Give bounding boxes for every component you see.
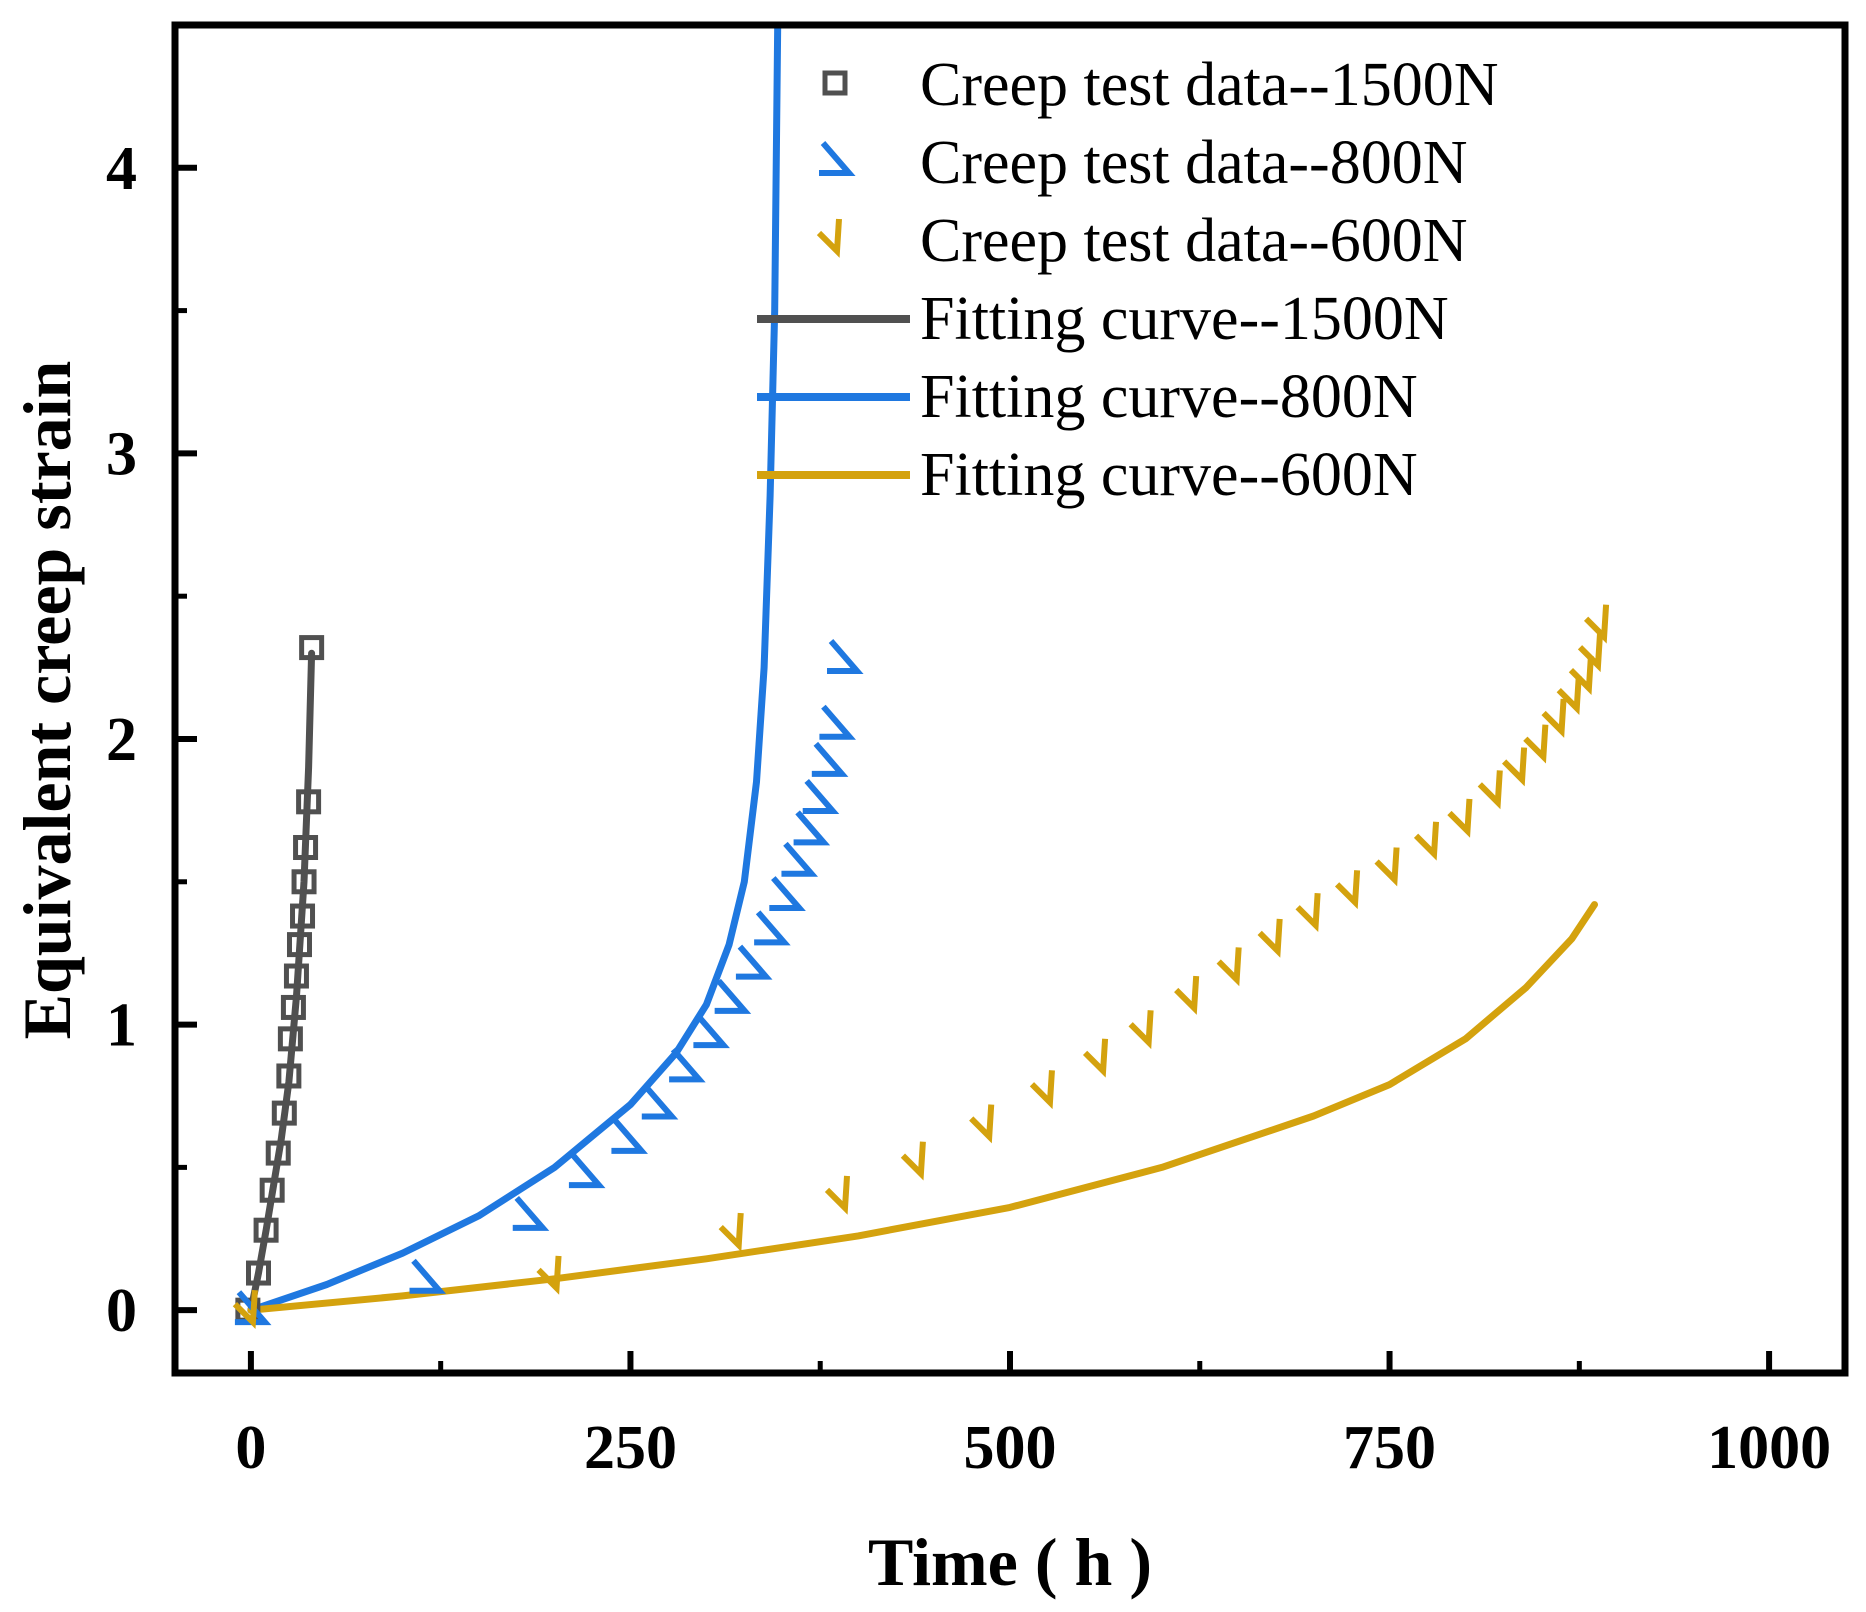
legend-label: Fitting curve--800N [920,363,1418,431]
data-point [827,639,864,675]
legend: Creep test data--1500N Creep test data--8… [757,51,1498,509]
legend-label: Fitting curve--1500N [920,285,1449,353]
y-tick-label: 3 [106,420,137,488]
data-point [299,635,325,661]
legend-label: Creep test data--1500N [920,51,1498,119]
fitting-curve-5 [247,901,1598,1314]
data-point [1501,747,1528,787]
y-tick-label: 2 [106,706,137,774]
legend-entry: Fitting curve--800N [757,363,1418,431]
data-point [793,810,831,846]
data-point [259,1177,285,1203]
data-point [568,1153,606,1189]
legend-label: Creep test data--600N [920,207,1467,275]
test-data-markers [232,604,1610,1329]
legend-marker [819,141,856,176]
data-point [246,1260,271,1286]
legend-entry: Creep test data--800N [819,129,1467,197]
y-axis-title: Equivalent creep strain [9,361,85,1040]
data-point [714,978,752,1014]
x-axis-title: Time ( h ) [868,1524,1152,1600]
data-point [286,932,312,958]
data-point [1257,918,1283,958]
y-tick-label: 4 [106,135,137,203]
data-point [824,1175,850,1215]
data-point [265,1140,291,1166]
data-point [234,1290,272,1326]
data-point [693,1013,730,1049]
data-point [409,1258,447,1294]
x-tick-label: 0 [235,1414,266,1482]
legend-label: Fitting curve--600N [920,441,1418,509]
data-point [1029,1070,1055,1110]
data-point [1295,893,1321,933]
y-tick-label: 1 [106,992,137,1060]
data-point [1523,724,1549,764]
data-point [1174,975,1200,1015]
data-point [669,1047,706,1083]
data-point [1568,655,1594,695]
y-tick-label: 0 [106,1277,137,1345]
data-point [1477,770,1503,810]
data-point [1082,1038,1109,1078]
legend-label: Creep test data--800N [920,129,1467,197]
data-point [276,1063,302,1089]
data-point [536,1255,562,1295]
data-point [1447,798,1473,838]
data-point [1334,870,1361,910]
data-point [290,903,316,929]
data-point [293,835,319,861]
data-point [969,1104,995,1144]
data-point [769,876,806,912]
data-point [802,778,840,814]
data-point [819,704,856,740]
data-point [1413,821,1440,861]
data-point [1541,698,1567,738]
fitting-curve-3 [247,649,316,1314]
data-point [253,1217,279,1243]
data-point [735,944,773,980]
x-tick-label: 250 [584,1414,677,1482]
data-point [641,1084,679,1120]
legend-marker [816,218,842,258]
data-point [611,1118,648,1154]
fitting-curve-4 [247,21,782,1314]
data-point [271,1100,297,1126]
legend-marker [822,70,848,96]
legend-entry: Fitting curve--600N [757,441,1418,509]
data-point [1216,947,1242,987]
data-point [1556,675,1582,715]
x-tick-label: 500 [964,1414,1057,1482]
data-point [900,1141,926,1181]
data-point [283,963,309,989]
data-point [232,1289,258,1329]
data-point [512,1195,550,1231]
axis-ticks: 0 250 500 750 1000 0 1 2 3 4 [106,135,1831,1482]
legend-entry: Fitting curve--1500N [757,285,1449,353]
x-tick-label: 1000 [1707,1414,1831,1482]
legend-entry: Creep test data--600N [816,207,1467,275]
data-point [296,789,322,815]
x-tick-label: 750 [1343,1414,1436,1482]
data-point [1128,1010,1154,1050]
data-point [277,1026,303,1052]
data-point [280,994,306,1020]
data-point [811,741,849,777]
data-point [1374,847,1400,887]
data-point [1583,604,1610,644]
data-point [291,869,317,895]
data-point [754,910,791,946]
data-point [781,841,819,877]
data-point [718,1212,744,1252]
legend-entry: Creep test data--1500N [822,51,1498,119]
data-point [1577,633,1604,673]
